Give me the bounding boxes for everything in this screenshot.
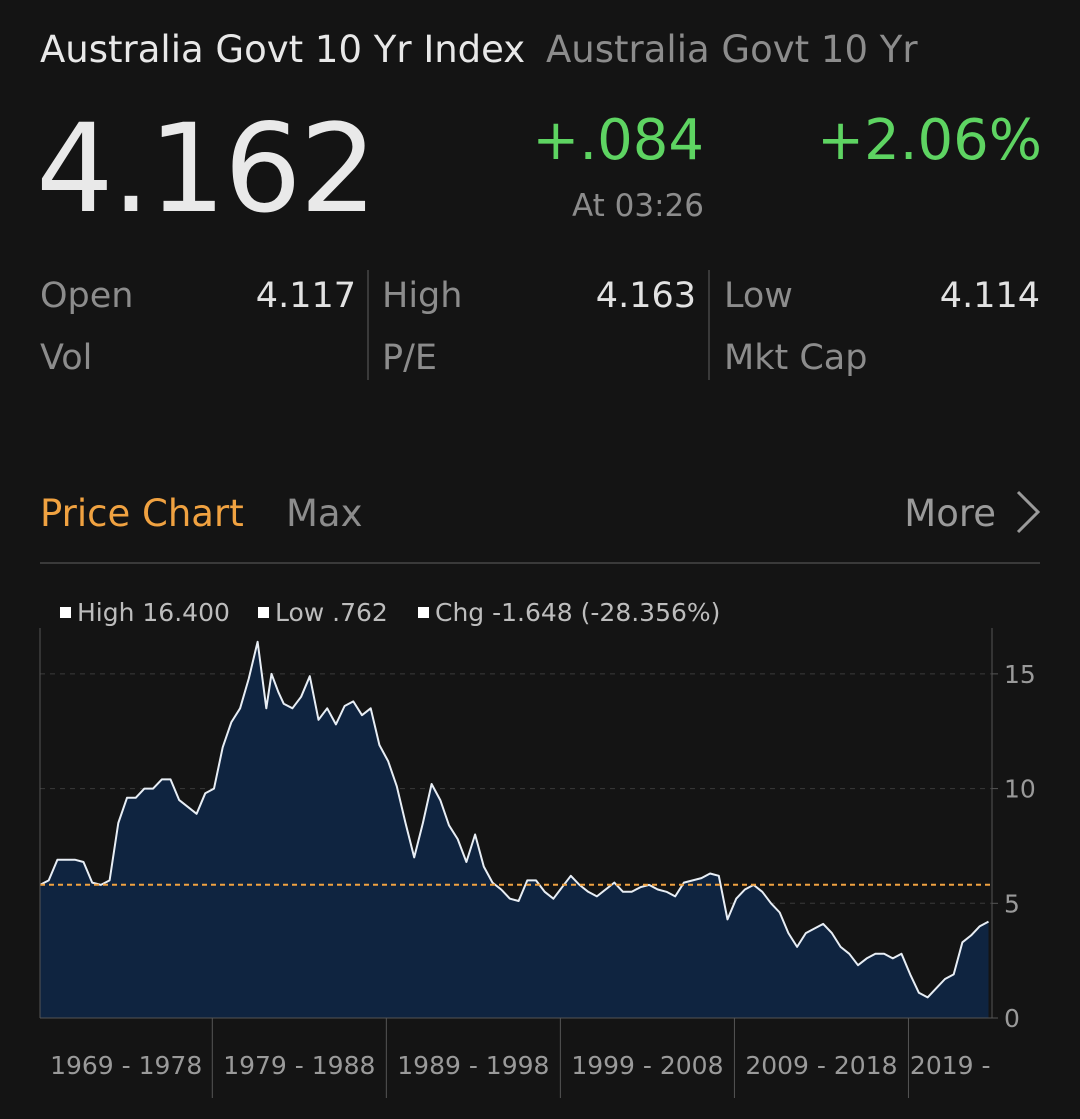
legend-high-text: High 16.400: [77, 598, 230, 627]
legend-high: High 16.400: [60, 598, 230, 627]
price-line: [39, 640, 989, 999]
x-tick-label: 1989 - 1998: [397, 1051, 549, 1080]
security-name: Australia Govt 10 Yr: [546, 28, 918, 71]
low-value: 4.114: [939, 276, 1040, 316]
y-tick-label: 10: [1004, 775, 1036, 804]
percent-change: +2.06%: [817, 108, 1042, 173]
open-label: Open: [40, 276, 134, 316]
range-max-button[interactable]: Max: [286, 492, 363, 535]
y-tick-label: 5: [1004, 889, 1020, 918]
x-tick-label: 2019 -: [910, 1051, 991, 1080]
legend-low: Low .762: [258, 598, 388, 627]
net-change: +.084: [532, 108, 704, 173]
more-button[interactable]: More: [904, 492, 996, 535]
pe-label: P/E: [382, 338, 438, 378]
legend-marker: [60, 607, 71, 618]
quote-time: At 03:26: [571, 188, 704, 224]
area-fill: [40, 641, 989, 1018]
tab-price-chart[interactable]: Price Chart: [40, 492, 244, 535]
legend-chg: Chg -1.648 (-28.356%): [418, 598, 720, 627]
stats-divider: [367, 270, 369, 380]
price-chart[interactable]: 15 10 5 0 1969 - 1978 1979 - 1988 1989 - 1998 1…: [0, 620, 1080, 1119]
mktcap-label: Mkt Cap: [724, 338, 868, 378]
chevron-right-icon[interactable]: [1008, 488, 1048, 536]
y-tick-label: 15: [1004, 660, 1036, 689]
section-divider: [40, 562, 1040, 564]
last-price: 4.162: [36, 98, 377, 240]
open-value: 4.117: [255, 276, 356, 316]
legend-marker: [258, 607, 269, 618]
page-title: Australia Govt 10 Yr Index: [40, 28, 526, 71]
vol-label: Vol: [40, 338, 93, 378]
legend-chg-text: Chg -1.648 (-28.356%): [435, 598, 721, 627]
low-label: Low: [724, 276, 793, 316]
x-tick-label: 1999 - 2008: [571, 1051, 723, 1080]
legend-low-text: Low .762: [275, 598, 388, 627]
high-label: High: [382, 276, 463, 316]
y-tick-label: 0: [1004, 1004, 1020, 1033]
stats-divider: [708, 270, 710, 380]
legend-marker: [418, 607, 429, 618]
x-tick-label: 1969 - 1978: [50, 1051, 202, 1080]
high-value: 4.163: [595, 276, 696, 316]
x-tick-label: 1979 - 1988: [223, 1051, 375, 1080]
x-tick-label: 2009 - 2018: [745, 1051, 897, 1080]
